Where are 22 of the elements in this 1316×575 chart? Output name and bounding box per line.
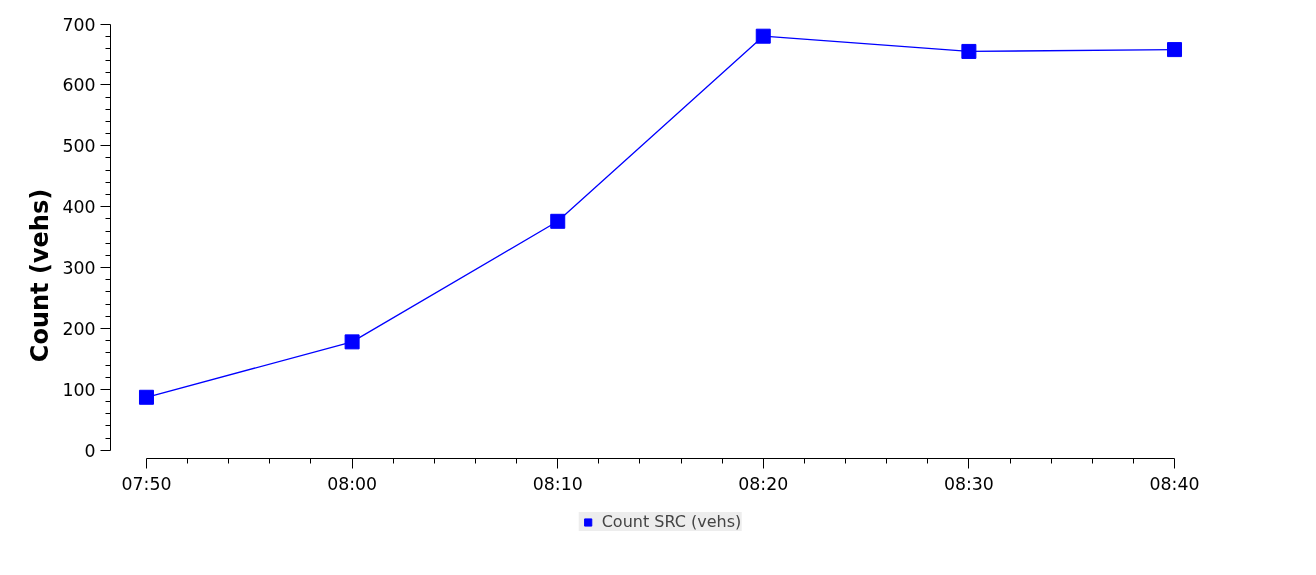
x-tick-label: 08:00: [327, 473, 378, 494]
point: [1167, 42, 1183, 58]
point: [550, 213, 566, 229]
point: [961, 43, 977, 59]
x-tick-label: 08:30: [943, 473, 994, 494]
x-tick-label: 08:20: [738, 473, 789, 494]
y-tick-label: 400: [62, 197, 96, 218]
y-tick-label: 0: [84, 440, 96, 461]
point: [755, 28, 771, 44]
point: [344, 334, 360, 350]
y-tick-label: 100: [62, 379, 96, 400]
legend-label: Count SRC (vehs): [601, 512, 742, 531]
y-tick-label: 300: [62, 258, 96, 279]
point: [138, 389, 154, 405]
y-tick-label: 600: [62, 75, 96, 96]
y-tick-label: 200: [62, 318, 96, 339]
x-tick-label: 08:40: [1149, 473, 1200, 494]
y-tick-label: 700: [62, 14, 96, 35]
x-tick-label: 07:50: [121, 473, 172, 494]
x-tick-label: 08:10: [532, 473, 583, 494]
y-tick-label: 500: [62, 136, 96, 157]
y-axis-title: Count (vehs): [26, 188, 55, 363]
